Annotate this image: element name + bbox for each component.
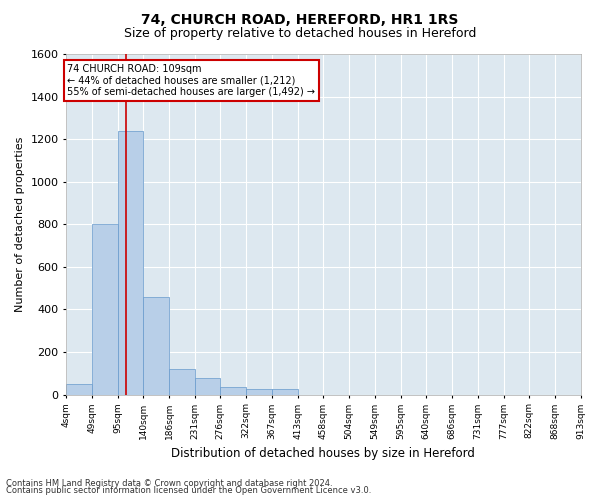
Text: Contains HM Land Registry data © Crown copyright and database right 2024.: Contains HM Land Registry data © Crown c… xyxy=(6,478,332,488)
Bar xyxy=(246,390,272,394)
Bar xyxy=(143,296,169,394)
Text: 74, CHURCH ROAD, HEREFORD, HR1 1RS: 74, CHURCH ROAD, HEREFORD, HR1 1RS xyxy=(142,12,458,26)
Bar xyxy=(220,387,246,394)
Bar xyxy=(92,224,118,394)
Text: 74 CHURCH ROAD: 109sqm
← 44% of detached houses are smaller (1,212)
55% of semi-: 74 CHURCH ROAD: 109sqm ← 44% of detached… xyxy=(67,64,316,97)
X-axis label: Distribution of detached houses by size in Hereford: Distribution of detached houses by size … xyxy=(172,447,475,460)
Bar xyxy=(67,384,92,394)
Y-axis label: Number of detached properties: Number of detached properties xyxy=(15,136,25,312)
Bar xyxy=(195,378,220,394)
Bar xyxy=(169,369,195,394)
Text: Size of property relative to detached houses in Hereford: Size of property relative to detached ho… xyxy=(124,28,476,40)
Bar xyxy=(272,390,298,394)
Bar xyxy=(118,130,143,394)
Text: Contains public sector information licensed under the Open Government Licence v3: Contains public sector information licen… xyxy=(6,486,371,495)
